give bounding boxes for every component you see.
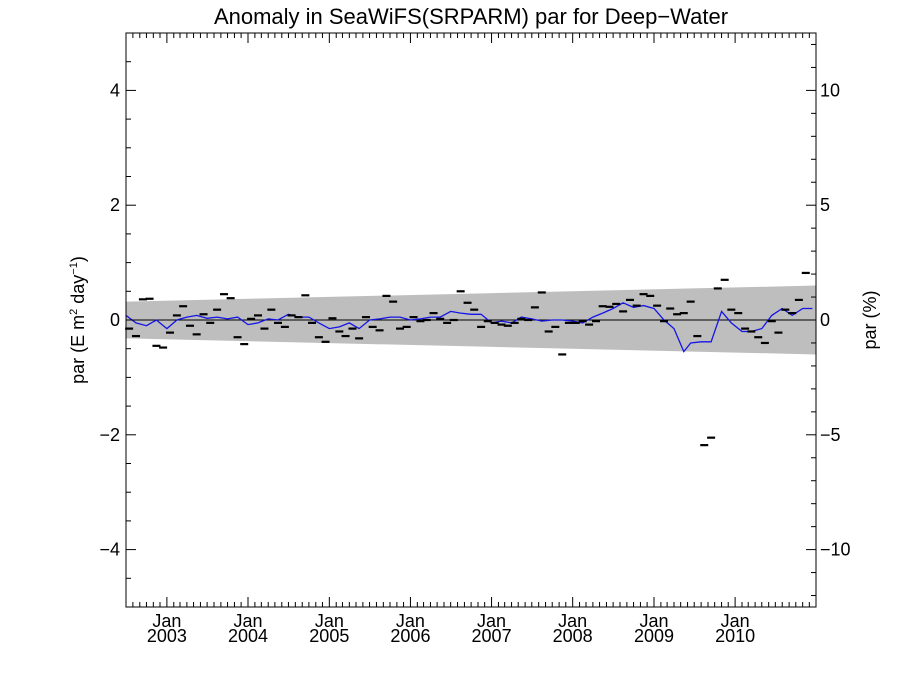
x-tick-year-label: 2009 [634, 626, 674, 646]
y-axis-label-left: par (E m2 day−1) [68, 256, 88, 384]
anomaly-points-layer [125, 271, 810, 447]
right-tick-label: 0 [820, 310, 830, 330]
y-axis-label-right: par (%) [860, 290, 880, 349]
x-tick-year-label: 2005 [309, 626, 349, 646]
right-tick-label: −5 [820, 425, 841, 445]
y-label-superscript: 2 [68, 309, 80, 315]
x-tick-month-label: Jan [315, 611, 344, 631]
axes-layer [125, 32, 817, 608]
x-tick-year-label: 2006 [390, 626, 430, 646]
y-label-part: par (E m [68, 315, 88, 384]
x-tick-month-label: Jan [152, 611, 181, 631]
x-tick-month-label: Jan [721, 611, 750, 631]
running-mean-layer [125, 302, 813, 353]
axis-labels-layer: 420−2−41050−5−10Jan2003Jan2004Jan2005Jan… [68, 80, 880, 646]
x-tick-year-label: 2007 [472, 626, 512, 646]
running-mean-line [125, 302, 813, 353]
left-tick-label: −2 [99, 425, 120, 445]
left-tick-label: −4 [99, 540, 120, 560]
y-label-superscript: −1 [68, 262, 80, 275]
left-tick-label: 0 [110, 310, 120, 330]
x-tick-year-label: 2010 [715, 626, 755, 646]
left-tick-label: 2 [110, 195, 120, 215]
left-tick-label: 4 [110, 80, 120, 100]
right-tick-label: 5 [820, 195, 830, 215]
right-tick-label: 10 [820, 80, 840, 100]
x-tick-month-label: Jan [558, 611, 587, 631]
x-tick-year-label: 2004 [228, 626, 268, 646]
x-tick-month-label: Jan [639, 611, 668, 631]
x-tick-month-label: Jan [396, 611, 425, 631]
y-label-part: ) [68, 256, 88, 262]
chart-title: Anomaly in SeaWiFS(SRPARM) par for Deep−… [214, 4, 728, 29]
x-tick-year-label: 2008 [553, 626, 593, 646]
x-tick-month-label: Jan [233, 611, 262, 631]
y-label-part: day [68, 275, 88, 309]
x-tick-year-label: 2003 [147, 626, 187, 646]
x-tick-month-label: Jan [477, 611, 506, 631]
right-tick-label: −10 [820, 540, 851, 560]
